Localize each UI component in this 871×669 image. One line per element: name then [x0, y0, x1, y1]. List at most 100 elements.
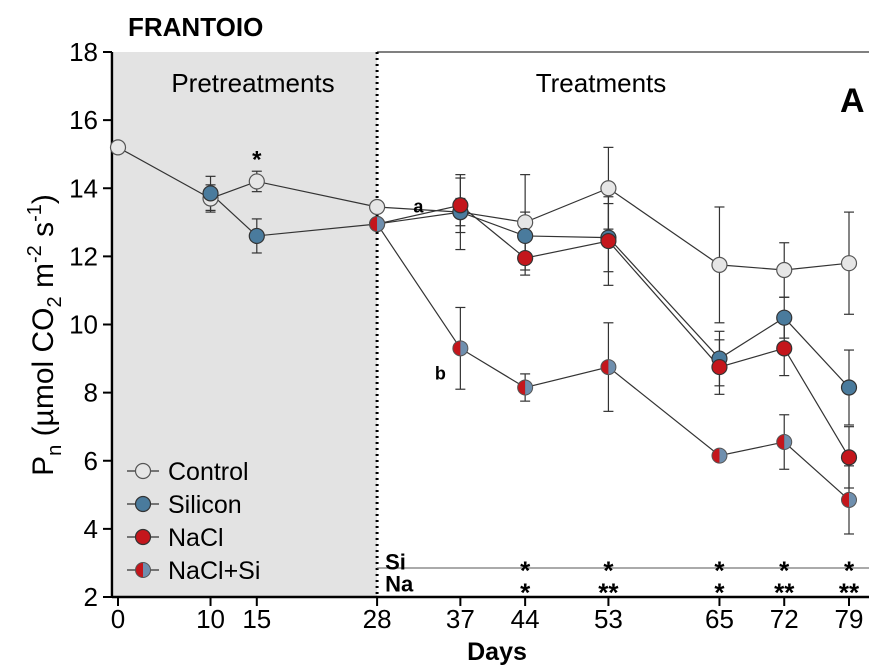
point-nacl_si: [517, 379, 534, 396]
significance-mark: *: [844, 555, 855, 585]
significance-mark: **: [774, 578, 795, 608]
group-label-a: a: [413, 196, 424, 216]
point-nacl_si: [841, 491, 857, 508]
marker-half-left: [369, 216, 378, 232]
pretreatment-label: Pretreatments: [171, 68, 334, 98]
y-tick-label: 8: [84, 378, 98, 408]
legend-marker-control: [134, 462, 152, 480]
point-silicon: [202, 185, 219, 202]
y-tick-label: 2: [84, 582, 98, 612]
y-tick-label: 16: [69, 105, 98, 135]
marker-half-right: [460, 340, 468, 356]
significance-mark: *: [603, 555, 614, 585]
point-control: [109, 139, 127, 156]
marker-outline: [600, 359, 617, 376]
significance-mark: *: [520, 555, 531, 585]
significance-mark: **: [598, 578, 619, 608]
axes: 2 4 6 8 10 12 14 16 18 0 10 15 28 37 44 53 65 72 79: [69, 37, 869, 634]
marker-half-left: [600, 359, 609, 375]
marker-half-right: [525, 380, 533, 396]
marker-outline: [711, 447, 728, 464]
x-tick-label: 28: [363, 604, 392, 634]
point-nacl_si: [452, 340, 469, 357]
marker-half-left: [452, 340, 461, 356]
x-tick-label: 44: [511, 604, 540, 634]
significance-mark: *: [714, 578, 725, 608]
point-nacl: [711, 358, 728, 376]
y-tick-label: 18: [69, 37, 98, 67]
x-axis-label: Days: [467, 638, 527, 666]
point-control: [840, 255, 858, 272]
chart-title: FRANTOIO: [128, 12, 263, 42]
legend-marker-silicon: [134, 495, 152, 513]
x-tick-label: 15: [242, 604, 271, 634]
annotations: Si * * * * *Na * ** * ** ***ab: [252, 146, 869, 608]
marker-half-right: [608, 359, 616, 375]
x-tick-label: 37: [446, 604, 475, 634]
marker-outline: [517, 379, 534, 396]
point-silicon: [517, 227, 534, 245]
marker-half-left: [517, 380, 526, 396]
point-silicon: [248, 227, 265, 245]
legend: Control Silicon NaCl NaCl+Si: [127, 458, 260, 585]
marker-outline: [841, 491, 857, 508]
y-tick-label: 12: [69, 241, 98, 271]
point-control: [776, 261, 793, 279]
point-nacl_si: [711, 447, 728, 464]
x-tick-label: 53: [594, 604, 623, 634]
y-tick-label: 4: [84, 514, 98, 544]
legend-marker-nacl_si: [135, 562, 151, 578]
point-nacl: [600, 232, 617, 250]
point-nacl_si: [369, 216, 386, 233]
significance-star-day15: *: [252, 146, 262, 173]
marker-outline: [776, 434, 793, 451]
x-tick-label: 65: [705, 604, 734, 634]
significance-row-label: Si: [385, 549, 406, 574]
y-axis-label: Pn (µmol CO2 m-2 s-1): [24, 194, 66, 476]
group-label-b: b: [435, 363, 446, 383]
point-nacl: [452, 197, 469, 214]
marker-half-right: [377, 216, 385, 232]
marker-outline: [135, 562, 151, 578]
x-tick-label: 72: [770, 604, 799, 634]
marker-half-right: [719, 448, 727, 464]
marker-half-left: [711, 448, 720, 464]
legend-label: NaCl+Si: [168, 557, 260, 585]
x-tick-label: 10: [196, 604, 225, 634]
point-nacl: [776, 340, 793, 357]
point-silicon: [776, 309, 793, 326]
significance-mark: *: [520, 578, 531, 608]
marker-outline: [452, 340, 469, 357]
marker-half-left: [135, 562, 143, 578]
y-tick-label: 14: [69, 173, 98, 203]
x-tick-label: 0: [111, 604, 125, 634]
point-control: [517, 214, 534, 231]
legend-marker-nacl: [134, 528, 152, 546]
point-nacl: [840, 449, 858, 466]
marker-half-right: [143, 562, 151, 578]
y-tick-label: 6: [84, 446, 98, 476]
panel-letter: A: [840, 82, 865, 120]
point-nacl: [517, 249, 534, 267]
marker-half-right: [849, 492, 857, 508]
marker-half-right: [784, 434, 792, 450]
significance-row-label: Na: [385, 572, 414, 597]
legend-label: Silicon: [168, 491, 242, 519]
treatment-label: Treatments: [536, 68, 667, 98]
pretreatment-shade: [114, 52, 378, 597]
point-silicon: [840, 379, 858, 396]
point-nacl_si: [600, 359, 617, 376]
x-tick-label: 79: [835, 604, 864, 634]
marker-half-left: [776, 434, 785, 450]
point-control: [600, 180, 617, 197]
series-line-control: [117, 146, 850, 271]
significance-mark: **: [839, 578, 860, 608]
marker-half-left: [841, 492, 849, 508]
marker-outline: [369, 216, 386, 233]
y-tick-label: 10: [69, 310, 98, 340]
point-control: [368, 198, 386, 216]
point-control: [711, 256, 728, 273]
point-nacl_si: [776, 434, 793, 451]
point-control: [248, 173, 265, 190]
